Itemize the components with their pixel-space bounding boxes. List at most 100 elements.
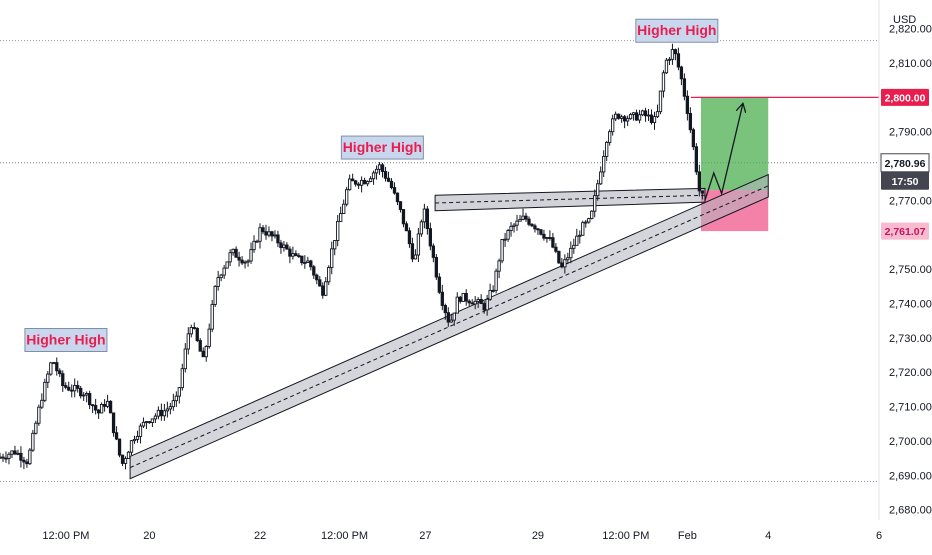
candle-body bbox=[330, 248, 334, 268]
candle-body bbox=[697, 171, 701, 192]
candle-body bbox=[566, 257, 570, 261]
candle-body bbox=[249, 249, 253, 262]
candle-body bbox=[153, 415, 158, 420]
candle-body bbox=[377, 164, 382, 170]
candle-body bbox=[658, 90, 663, 113]
candle-body bbox=[506, 230, 510, 240]
candle-body bbox=[255, 240, 259, 243]
candle-body bbox=[587, 218, 591, 223]
candle-body bbox=[345, 189, 349, 205]
candle-body bbox=[264, 231, 268, 236]
y-tick-label: 2,770.00 bbox=[889, 195, 932, 207]
candle-body bbox=[333, 240, 337, 250]
candle-body bbox=[138, 425, 143, 437]
candle-body bbox=[700, 190, 704, 194]
candle-body bbox=[557, 250, 561, 264]
candle-body bbox=[213, 285, 217, 305]
candle-body bbox=[407, 230, 412, 245]
candle-body bbox=[10, 450, 14, 455]
candle-body bbox=[536, 228, 540, 231]
candle-body bbox=[43, 381, 47, 401]
candle-body bbox=[96, 409, 101, 414]
candle-body bbox=[392, 187, 397, 194]
candle-body bbox=[252, 240, 256, 251]
candle-body bbox=[545, 237, 549, 239]
candle-body bbox=[380, 164, 385, 172]
candle-body bbox=[246, 260, 250, 263]
y-tick-label: 2,690.00 bbox=[889, 470, 932, 482]
candle-body bbox=[321, 285, 325, 296]
candle-body bbox=[584, 221, 588, 224]
candle-body bbox=[485, 298, 489, 311]
candle-body bbox=[404, 223, 409, 232]
candle-body bbox=[123, 458, 128, 464]
candle-body bbox=[1, 456, 5, 459]
candle-body bbox=[126, 451, 131, 459]
candle-body bbox=[270, 231, 274, 237]
y-tick-label: 2,820.00 bbox=[889, 24, 932, 36]
candle-body bbox=[676, 53, 681, 68]
candle-body bbox=[655, 111, 660, 118]
candle-body bbox=[37, 406, 41, 424]
candle-body bbox=[111, 412, 116, 434]
candle-body bbox=[551, 237, 555, 248]
candle-body bbox=[288, 248, 292, 257]
candle-body bbox=[398, 201, 403, 210]
candle-body bbox=[159, 409, 164, 417]
candle-body bbox=[395, 192, 400, 203]
candle-body bbox=[569, 247, 573, 259]
annotation-box bbox=[635, 18, 719, 43]
stop-price-tag: 2,761.07 bbox=[885, 226, 926, 238]
target-price-tag-bg bbox=[881, 88, 929, 106]
candle-body bbox=[132, 438, 137, 442]
candle-body bbox=[58, 370, 62, 375]
candle-body bbox=[303, 262, 307, 265]
candle-body bbox=[479, 299, 483, 304]
candle-body bbox=[539, 229, 543, 235]
candle-body bbox=[482, 303, 486, 311]
candle-body bbox=[309, 260, 313, 268]
candle-body bbox=[527, 218, 531, 225]
candle-body bbox=[359, 179, 364, 186]
candle-body bbox=[455, 296, 459, 314]
y-tick-label: 2,810.00 bbox=[889, 58, 932, 70]
candle-body bbox=[76, 385, 80, 389]
candle-body bbox=[261, 227, 265, 233]
candle-body bbox=[276, 234, 280, 244]
candle-body bbox=[431, 245, 435, 258]
candle-body bbox=[428, 228, 433, 247]
candle-body bbox=[605, 141, 609, 157]
candle-body bbox=[70, 389, 74, 392]
x-tick-label: 12:00 PM bbox=[602, 530, 649, 542]
candle-body bbox=[342, 203, 346, 214]
candle-body bbox=[443, 305, 447, 314]
candle-body bbox=[31, 432, 35, 451]
candle-body bbox=[488, 289, 492, 300]
x-tick-label: 6 bbox=[876, 530, 882, 542]
candle-body bbox=[99, 403, 104, 414]
candle-body bbox=[144, 421, 149, 424]
y-tick-label: 2,700.00 bbox=[889, 436, 932, 448]
candle-body bbox=[530, 223, 534, 227]
candle-body bbox=[643, 110, 648, 117]
candle-body bbox=[279, 242, 283, 249]
candle-body bbox=[105, 400, 110, 407]
candle-body bbox=[85, 393, 89, 396]
candle-body bbox=[449, 319, 453, 323]
candle-body bbox=[297, 255, 301, 258]
candle-body bbox=[13, 450, 17, 455]
y-tick-label: 2,730.00 bbox=[889, 333, 932, 345]
x-tick-label: 29 bbox=[532, 530, 544, 542]
candle-body bbox=[575, 235, 579, 246]
candle-body bbox=[147, 421, 152, 424]
candle-body bbox=[34, 422, 38, 434]
candle-body bbox=[234, 248, 238, 258]
candle-body bbox=[437, 276, 441, 293]
candle-body bbox=[312, 266, 316, 276]
x-tick-label: 4 bbox=[765, 530, 771, 542]
target-zone bbox=[700, 97, 769, 191]
candle-body bbox=[186, 333, 190, 350]
stop-price-tag-bg bbox=[881, 222, 929, 240]
